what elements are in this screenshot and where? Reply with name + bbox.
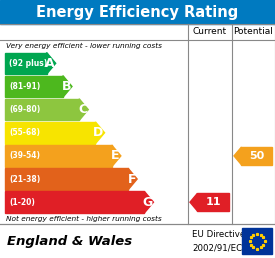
Bar <box>5 122 95 143</box>
Text: D: D <box>93 126 104 139</box>
Text: (21-38): (21-38) <box>9 174 40 183</box>
Bar <box>197 193 229 211</box>
Polygon shape <box>112 145 121 167</box>
Bar <box>5 145 112 167</box>
Text: Energy Efficiency Rating: Energy Efficiency Rating <box>36 4 239 20</box>
Text: F: F <box>128 173 136 186</box>
Text: C: C <box>78 103 87 116</box>
Text: (81-91): (81-91) <box>9 82 40 91</box>
Polygon shape <box>63 76 72 97</box>
Polygon shape <box>128 168 137 190</box>
Text: Potential: Potential <box>233 28 273 36</box>
Text: (1-20): (1-20) <box>9 198 35 207</box>
Text: (69-80): (69-80) <box>9 105 40 114</box>
Text: (55-68): (55-68) <box>9 128 40 137</box>
Text: (92 plus): (92 plus) <box>9 59 47 68</box>
Text: 50: 50 <box>249 151 264 161</box>
Text: Very energy efficient - lower running costs: Very energy efficient - lower running co… <box>6 43 162 49</box>
Polygon shape <box>144 191 153 213</box>
Text: (39-54): (39-54) <box>9 151 40 160</box>
Bar <box>5 168 128 190</box>
Text: EU Directive: EU Directive <box>192 230 245 239</box>
Text: 11: 11 <box>205 197 221 207</box>
Text: G: G <box>142 196 152 209</box>
Bar <box>0 0 275 24</box>
Bar <box>5 52 46 74</box>
Bar <box>0 224 275 258</box>
Bar <box>5 99 79 120</box>
Text: 2002/91/EC: 2002/91/EC <box>192 243 242 252</box>
Text: Current: Current <box>193 28 227 36</box>
Polygon shape <box>95 122 104 143</box>
Text: B: B <box>62 80 71 93</box>
Bar <box>242 228 272 254</box>
Polygon shape <box>46 52 56 74</box>
Text: A: A <box>45 57 55 70</box>
Polygon shape <box>190 193 197 211</box>
Polygon shape <box>234 147 241 165</box>
Bar <box>5 76 63 97</box>
Bar <box>241 147 272 165</box>
Text: England & Wales: England & Wales <box>7 235 132 247</box>
Text: Not energy efficient - higher running costs: Not energy efficient - higher running co… <box>6 215 162 222</box>
Bar <box>5 191 144 213</box>
Text: E: E <box>111 149 120 162</box>
Polygon shape <box>79 99 88 120</box>
